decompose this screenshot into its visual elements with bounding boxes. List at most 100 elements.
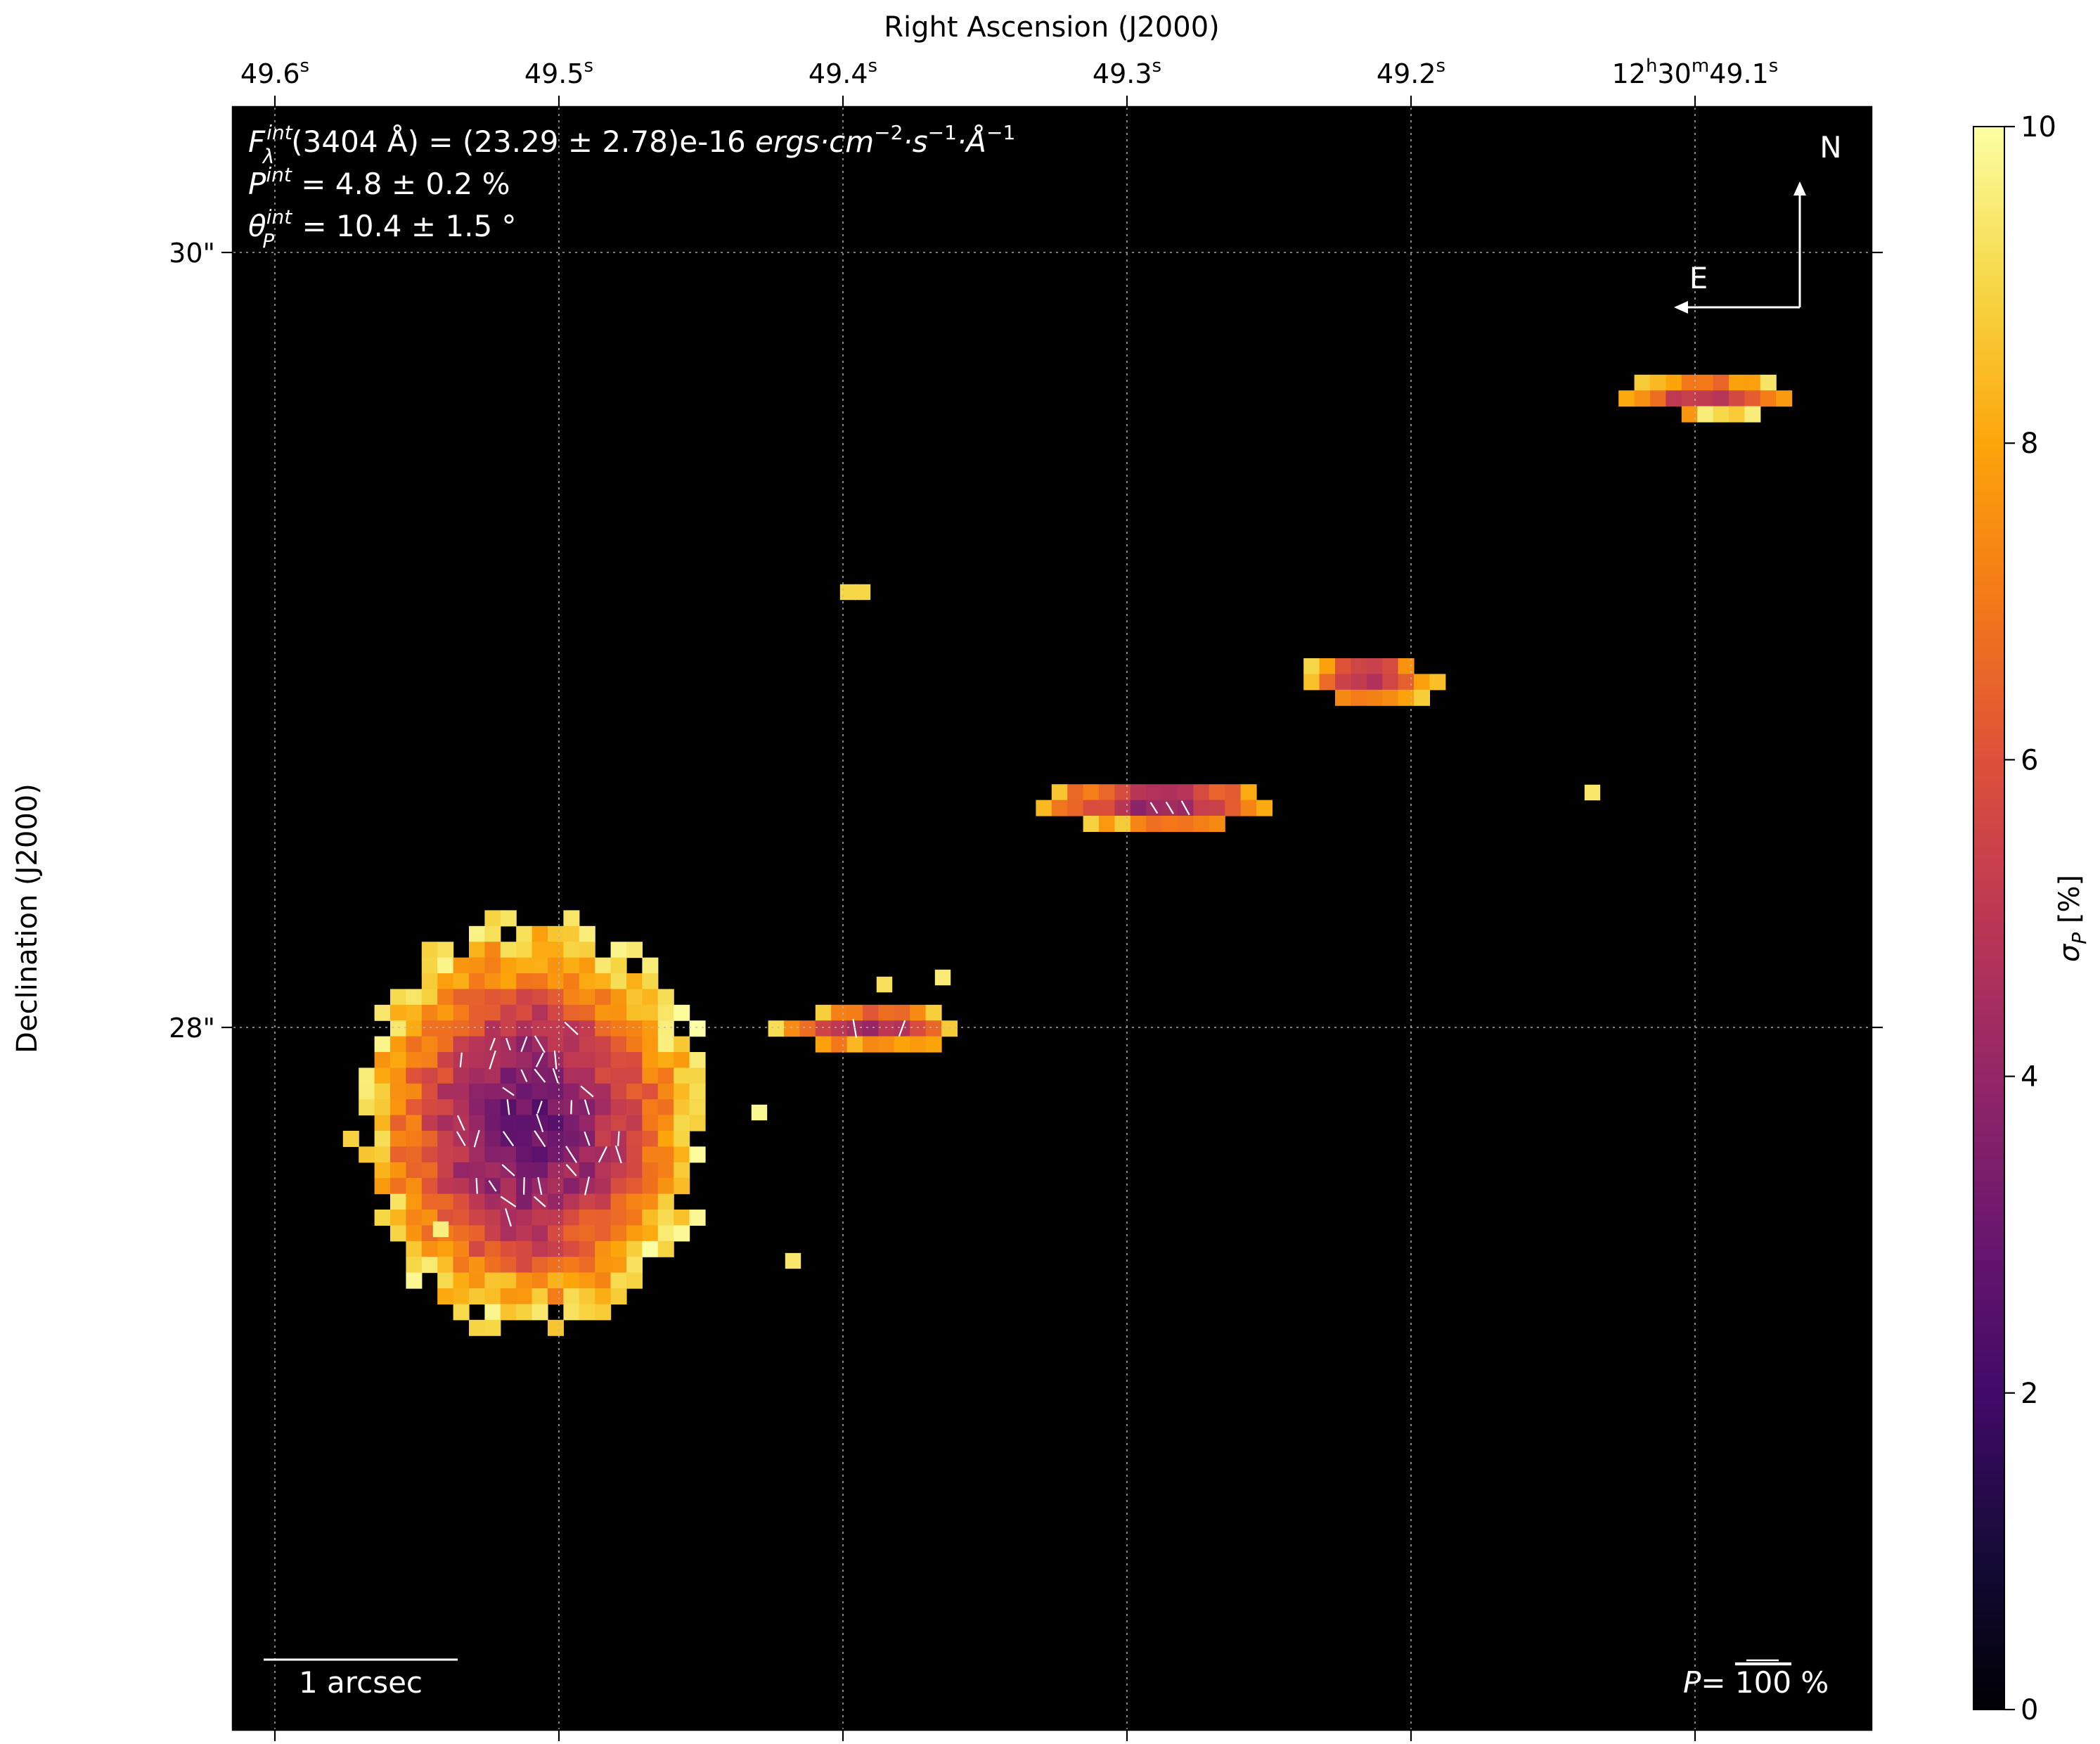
map-pixel [563,1193,580,1210]
map-pixel [1067,800,1084,816]
map-pixel [595,1210,612,1226]
map-pixel [626,1099,643,1116]
map-pixel [390,1036,406,1053]
pol-vector [459,1052,463,1067]
pol-vector [520,1036,528,1052]
map-pixel [484,1288,501,1304]
map-pixel [453,1083,470,1100]
map-pixel [579,1272,595,1289]
map-pixel [1681,390,1698,407]
pol-vector [506,1099,510,1115]
map-pixel [610,973,627,989]
map-pixel [437,1272,454,1289]
map-pixel [532,1083,548,1100]
map-pixel [484,1304,501,1321]
map-pixel [374,1036,391,1053]
pol-vector [565,1146,578,1163]
map-pixel [453,973,470,989]
axis-ticks [221,96,1883,1741]
map-pixel [626,1193,643,1210]
map-pixel [674,1004,690,1021]
map-pixel [1398,689,1415,706]
map-pixel [674,1225,690,1242]
map-pixel [1584,784,1601,801]
map-pixel [910,1036,927,1053]
map-pixel [500,1067,517,1084]
map-pixel [674,1162,690,1179]
map-pixel [359,1067,375,1084]
map-pixel [563,1131,580,1147]
map-pixel [689,1210,706,1226]
map-pixel [815,1036,832,1053]
map-pixel [406,1099,423,1116]
map-pixel [500,1115,517,1131]
north-label: N [1819,130,1841,165]
map-pixel [579,1162,595,1179]
pol-vector [536,1101,543,1114]
map-pixel [453,989,470,1006]
map-pixel [421,1162,438,1179]
map-pixel [815,1020,832,1037]
map-pixel [595,1257,612,1274]
pol-vector [617,1131,620,1146]
map-pixel [768,1020,785,1037]
map-pixel [374,1083,391,1100]
map-pixel [484,1193,501,1210]
map-pixel [390,1162,406,1179]
map-pixel [657,1004,674,1021]
map-pixel [1130,800,1147,816]
map-pixel [1681,406,1698,423]
map-pixel [359,1146,375,1163]
map-pixel [1130,816,1147,832]
pol-vector [456,1131,466,1146]
map-pixel [548,1083,564,1100]
map-pixel [437,989,454,1006]
map-pixel [595,1240,612,1257]
map-pixel [657,1178,674,1195]
map-pixel [532,925,548,942]
map-pixel [1335,689,1351,706]
x-tick-labels: 49.6s 49.5s 49.4s 49.3s 49.2s 12h30m49.1s [240,56,1778,89]
map-pixel [1366,674,1383,691]
map-pixel [1099,816,1115,832]
map-pixel [1209,784,1225,801]
map-pixel [432,1221,449,1238]
map-pixel [421,1178,438,1195]
map-pixel [469,1036,485,1053]
colorbar [1973,126,2005,1710]
y-tick-label: 30" [169,238,215,269]
map-pixel [1351,658,1367,674]
map-pixel [453,1272,470,1289]
map-pixel [532,942,548,958]
map-pixel [390,1004,406,1021]
map-pixel [579,957,595,974]
flux-symbol: F [248,124,266,159]
map-pixel [548,1162,564,1179]
map-pixel [626,1004,643,1021]
map-pixel [1209,800,1225,816]
map-pixel [406,1162,423,1179]
map-pixel [626,1020,643,1037]
pol-vector [456,1115,465,1131]
map-pixel [642,957,659,974]
map-pixel [595,1304,612,1321]
pol-vector [502,1086,515,1096]
map-pixel [516,925,533,942]
map-pixel [689,1083,706,1100]
map-pixel [532,1210,548,1226]
map-pixel [390,1115,406,1131]
map-pixel [437,973,454,989]
map-pixel [437,1288,454,1304]
map-pixel [374,1146,391,1163]
map-pixel [657,989,674,1006]
map-pixel [657,1162,674,1179]
map-pixel [484,1083,501,1100]
map-pixel [595,1288,612,1304]
map-pixel [657,1225,674,1242]
map-pixel [342,1131,359,1147]
map-pixel [563,1210,580,1226]
map-pixel [595,1052,612,1068]
map-pixel [689,1099,706,1116]
map-pixel [934,969,951,986]
map-pixel [532,957,548,974]
